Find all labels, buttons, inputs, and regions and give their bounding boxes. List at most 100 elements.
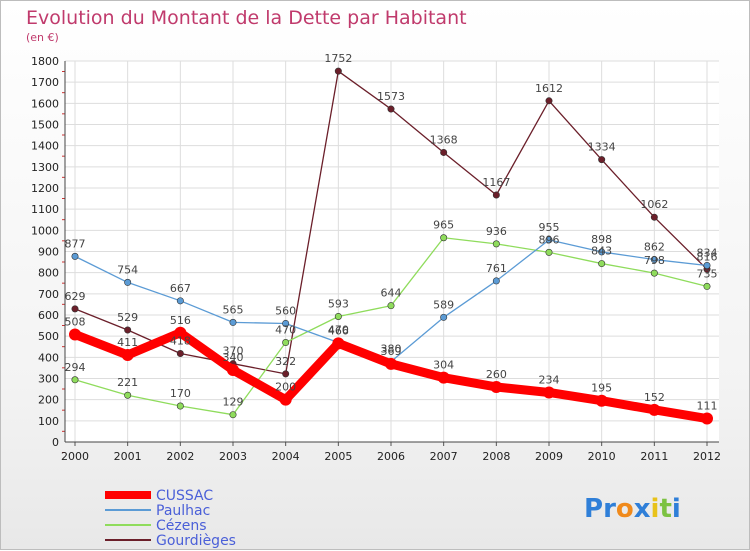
data-point <box>703 261 711 269</box>
y-tick-label: 1300 <box>31 161 59 174</box>
y-tick-label: 400 <box>38 351 59 364</box>
y-tick-label: 500 <box>38 330 59 343</box>
y-tick-label: 1100 <box>31 203 59 216</box>
data-point <box>595 394 608 407</box>
data-label: 955 <box>539 221 560 234</box>
data-label: 565 <box>223 303 244 316</box>
y-tick-label: 1800 <box>31 55 59 68</box>
x-tick-label: 2002 <box>166 450 194 463</box>
y-tick-label: 1500 <box>31 119 59 132</box>
data-point <box>71 376 79 384</box>
data-point <box>650 256 658 264</box>
data-label: 589 <box>433 298 454 311</box>
data-point <box>124 326 132 334</box>
legend-entry: Paulhac <box>156 503 210 519</box>
data-point <box>492 240 500 248</box>
data-label: 529 <box>117 311 138 324</box>
data-label: 862 <box>644 241 665 254</box>
data-label: 877 <box>65 237 86 250</box>
data-point <box>650 269 658 277</box>
data-point <box>176 402 184 410</box>
data-label: 898 <box>591 233 612 246</box>
x-tick-label: 2010 <box>588 450 616 463</box>
data-label: 735 <box>697 267 718 280</box>
data-point <box>598 260 606 268</box>
data-point <box>124 391 132 399</box>
data-point <box>71 305 79 313</box>
data-label: 322 <box>275 355 296 368</box>
legend-entry: CUSSAC <box>156 488 213 504</box>
y-tick-label: 200 <box>38 394 59 407</box>
y-tick-label: 800 <box>38 267 59 280</box>
chart-title: Evolution du Montant de la Dette par Hab… <box>26 7 467 29</box>
data-point <box>282 339 290 347</box>
data-label: 1612 <box>535 82 563 95</box>
data-point <box>385 357 397 370</box>
data-label: 370 <box>223 345 244 358</box>
data-label: 667 <box>170 282 191 295</box>
data-point <box>334 312 342 320</box>
data-label: 294 <box>65 361 86 374</box>
x-tick-label: 2006 <box>377 450 405 463</box>
data-point <box>648 403 661 416</box>
data-label: 470 <box>328 324 349 337</box>
x-tick-label: 2001 <box>114 450 142 463</box>
data-label: 340 <box>223 351 244 364</box>
data-label: 644 <box>381 287 402 300</box>
data-point <box>176 297 184 305</box>
logo-text: Proxiti <box>584 494 681 524</box>
data-label: 129 <box>223 396 244 409</box>
x-tick-label: 2005 <box>324 450 352 463</box>
data-point <box>124 278 132 286</box>
x-tick-label: 2009 <box>535 450 563 463</box>
data-label: 896 <box>539 233 560 246</box>
data-point <box>440 313 448 321</box>
y-tick-label: 1400 <box>31 140 59 153</box>
data-label: 1573 <box>377 90 405 103</box>
data-label: 843 <box>591 245 612 258</box>
data-point <box>703 282 711 290</box>
data-point <box>492 277 500 285</box>
data-label: 1334 <box>588 141 616 154</box>
data-label: 466 <box>328 324 349 337</box>
data-point <box>490 380 503 393</box>
data-point <box>387 105 395 113</box>
series-layer <box>69 67 713 425</box>
y-tick-label: 600 <box>38 309 59 322</box>
data-label: 516 <box>170 314 191 327</box>
data-label: 170 <box>170 387 191 400</box>
data-label: 380 <box>381 343 402 356</box>
x-tick-label: 2007 <box>430 450 458 463</box>
data-label: 234 <box>539 373 560 386</box>
x-tick-label: 2003 <box>219 450 247 463</box>
data-point <box>121 349 134 362</box>
data-label: 936 <box>486 225 507 238</box>
data-point <box>545 248 553 256</box>
data-point <box>545 97 553 105</box>
y-tick-label: 0 <box>52 436 59 449</box>
data-point <box>69 328 81 341</box>
data-label: 111 <box>697 400 718 413</box>
data-label: 418 <box>170 335 191 348</box>
data-label: 834 <box>697 246 718 259</box>
x-tick-label: 2011 <box>640 450 668 463</box>
y-tick-label: 1000 <box>31 224 59 237</box>
y-tick-label: 1200 <box>31 182 59 195</box>
data-point <box>227 364 239 377</box>
data-label: 1368 <box>430 133 458 146</box>
y-tick-label: 700 <box>38 288 59 301</box>
data-label: 761 <box>486 262 507 275</box>
data-point <box>282 319 290 327</box>
legend-entry: Cézens <box>156 518 207 534</box>
y-tick-label: 900 <box>38 246 59 259</box>
data-label: 304 <box>433 359 454 372</box>
data-label: 1167 <box>482 176 510 189</box>
legend-entry: Gourdièges <box>156 533 236 549</box>
data-label: 195 <box>591 382 612 395</box>
data-point <box>492 191 500 199</box>
x-tick-label: 2012 <box>693 450 721 463</box>
data-point <box>282 370 290 378</box>
data-label: 260 <box>486 368 507 381</box>
data-point <box>440 234 448 242</box>
